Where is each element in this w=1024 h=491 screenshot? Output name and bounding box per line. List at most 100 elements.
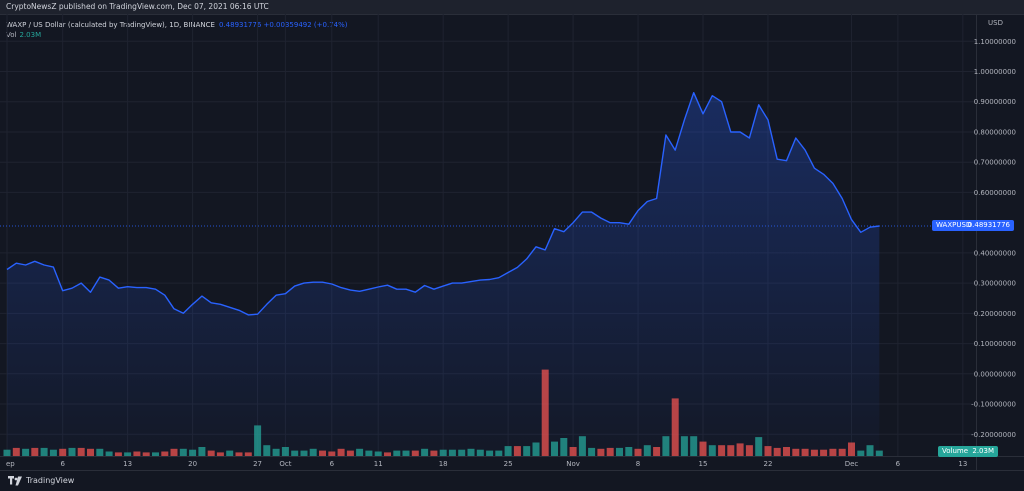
volume-bar (773, 447, 781, 456)
volume-bar (216, 452, 224, 456)
volume-bar (606, 447, 614, 456)
volume-bar (49, 449, 57, 456)
volume-bar (755, 437, 763, 456)
volume-bar (393, 450, 401, 456)
volume-bar (291, 450, 299, 456)
legend-vol-label: Vol (6, 31, 17, 39)
price-area-fill (7, 92, 880, 456)
volume-bar (801, 448, 809, 456)
volume-bar (532, 442, 540, 456)
volume-bar (12, 447, 20, 456)
volume-bar (421, 448, 429, 456)
volume-bar (346, 450, 354, 456)
volume-bar (467, 448, 475, 456)
volume-bar (161, 451, 169, 456)
volume-bar (207, 450, 215, 456)
y-tick-label: 0.70000000 (974, 159, 1016, 167)
volume-bar (486, 450, 494, 456)
x-tick-label: 15 (699, 460, 708, 468)
volume-bar (634, 448, 642, 456)
volume-bar (736, 443, 744, 456)
volume-bar (838, 448, 846, 456)
volume-bar (551, 441, 558, 456)
price-line (6, 91, 880, 316)
volume-bar (829, 448, 837, 456)
volume-bar (142, 452, 150, 456)
volume-bar (365, 450, 373, 456)
y-tick-label: 0.30000000 (974, 280, 1016, 288)
legend-values: 0.48931776 +0.00359492 (+0.74%) (218, 21, 348, 29)
volume-bar (616, 447, 623, 456)
x-tick-label: 13 (123, 460, 132, 468)
volume-bar (374, 451, 382, 456)
legend-vol-value: 2.03M (19, 31, 42, 39)
volume-bar (541, 369, 549, 456)
volume-bar (179, 448, 187, 456)
price-chart[interactable]: USD 1.10000000 1.00000000 0.90000000 0.80000… (0, 14, 1024, 470)
volume-bar (198, 447, 206, 456)
volume-bar (875, 450, 883, 456)
last-price-value: 0.48931776 (967, 221, 1010, 229)
volume-bar (783, 447, 790, 456)
y-tick-label: 0.20000000 (974, 310, 1016, 318)
volume-bar (560, 438, 568, 456)
volume-bar (671, 398, 679, 456)
x-tick-label: 6 (896, 460, 901, 468)
volume-bar (96, 448, 104, 456)
volume-bar (495, 450, 503, 456)
volume-bar (3, 449, 11, 456)
volume-bar (254, 425, 262, 456)
volume-bar (281, 447, 289, 456)
volume-bar (77, 447, 85, 456)
legend-symbol-row: WAXP / US Dollar (calculated by TradingV… (6, 20, 347, 30)
volume-bar (690, 436, 698, 456)
volume-bar (569, 447, 577, 456)
volume-bar (272, 448, 280, 456)
volume-bar (263, 445, 271, 456)
volume-bar (643, 445, 651, 456)
volume-bar (105, 451, 113, 456)
volume-bar (328, 451, 336, 456)
volume-bar (226, 450, 234, 456)
volume-bar (857, 450, 865, 456)
x-tick-label: 25 (504, 460, 513, 468)
y-tick-label: 0.60000000 (974, 189, 1016, 197)
volume-bar (189, 449, 197, 456)
x-tick-label: ep (6, 460, 15, 468)
volume-bar (439, 449, 447, 456)
x-tick-label: 6 (330, 460, 335, 468)
x-tick-label: 8 (636, 460, 640, 468)
footer: TradingView (0, 470, 1024, 491)
y-tick-label: -0.20000000 (971, 431, 1016, 439)
volume-bar (597, 448, 605, 456)
x-tick-label: 6 (60, 460, 65, 468)
y-tick-label: 1.00000000 (974, 68, 1016, 76)
x-tick-label: 22 (763, 460, 772, 468)
volume-bar (653, 447, 661, 456)
legend-volume-row: Vol 2.03M (6, 30, 347, 40)
volume-bar (504, 446, 512, 456)
volume-bar (40, 447, 48, 456)
volume-bar (402, 450, 410, 456)
volume-bar (244, 452, 252, 456)
x-tick-label: 11 (374, 460, 383, 468)
volume-bar (764, 446, 772, 456)
x-tick-label: 20 (188, 460, 197, 468)
volume-bar (337, 448, 345, 456)
volume-bar (356, 448, 364, 456)
tradingview-logo-icon[interactable] (8, 476, 22, 486)
volume-bar (718, 445, 726, 456)
volume-bar (59, 448, 67, 456)
published-text: CryptoNewsZ published on TradingView.com… (6, 2, 269, 11)
y-tick-label: 1.10000000 (974, 38, 1016, 46)
x-tick-label: 13 (958, 460, 967, 468)
volume-bar (300, 450, 308, 456)
volume-bar (235, 452, 243, 456)
last-price-tag: WAXPUSD 0.48931776 (932, 220, 1014, 231)
x-tick-label: 27 (253, 460, 262, 468)
volume-bar (31, 447, 39, 456)
x-tick-label: Oct (279, 460, 291, 468)
volume-bar (309, 448, 317, 456)
volume-bar (578, 436, 586, 456)
volume-bar (848, 442, 855, 456)
